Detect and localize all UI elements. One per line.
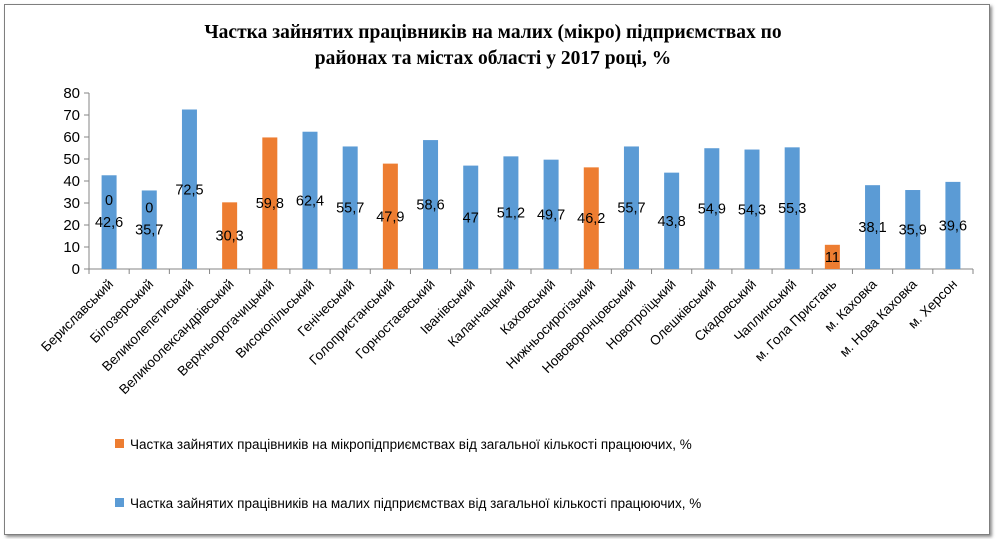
bar-series2-6 bbox=[342, 146, 358, 269]
bar-series2-5 bbox=[302, 131, 318, 269]
data-label: 62,4 bbox=[296, 193, 324, 209]
bar-series2-14 bbox=[664, 172, 680, 269]
data-label: 0 bbox=[105, 193, 113, 209]
bar-series2-20 bbox=[905, 190, 921, 269]
y-tick-label: 30 bbox=[63, 195, 80, 212]
data-label: 55,7 bbox=[336, 201, 364, 217]
data-label: 35,7 bbox=[135, 223, 163, 239]
bar-series2-0 bbox=[101, 175, 117, 269]
bar-series2-2 bbox=[181, 109, 197, 269]
bar-series1-12 bbox=[583, 167, 599, 269]
data-label: 59,8 bbox=[256, 196, 284, 212]
bar-series2-17 bbox=[784, 147, 800, 269]
chart-canvas: Частка зайнятих працівників на малих (мі… bbox=[38, 22, 974, 511]
y-tick-label: 60 bbox=[63, 129, 80, 146]
bars-layer bbox=[101, 109, 961, 269]
chart-frame: Частка зайнятих працівників на малих (мі… bbox=[4, 4, 990, 535]
chart-title-line-1: Частка зайнятих працівників на малих (мі… bbox=[204, 22, 781, 43]
bar-series2-21 bbox=[945, 181, 961, 269]
y-tick-label: 10 bbox=[63, 239, 80, 256]
bar-series2-13 bbox=[623, 146, 639, 269]
y-tick-label: 70 bbox=[63, 107, 80, 124]
data-label: 55,3 bbox=[778, 201, 806, 217]
bar-series1-4 bbox=[262, 137, 278, 269]
bar-series2-10 bbox=[503, 156, 519, 269]
bar-series2-1 bbox=[141, 190, 157, 269]
data-label: 38,1 bbox=[858, 220, 886, 236]
bar-series2-8 bbox=[423, 140, 439, 269]
bar-series2-19 bbox=[865, 185, 881, 269]
chart-title-line-2: районах та містах області у 2017 році, % bbox=[315, 48, 671, 69]
data-label: 54,9 bbox=[698, 202, 726, 218]
y-tick-label: 20 bbox=[63, 217, 80, 234]
data-label: 0 bbox=[145, 201, 153, 217]
y-tick-label: 50 bbox=[63, 151, 80, 168]
data-label: 47 bbox=[463, 210, 479, 226]
y-tick-label: 40 bbox=[63, 173, 80, 190]
data-label: 55,7 bbox=[617, 201, 645, 217]
data-label: 39,6 bbox=[939, 218, 967, 234]
bar-series1-3 bbox=[222, 202, 238, 269]
category-labels-layer: БериславськийБілозерськийВеликолепетиськ… bbox=[38, 276, 960, 397]
data-label: 49,7 bbox=[537, 207, 565, 223]
data-label: 11 bbox=[825, 250, 840, 266]
data-label: 72,5 bbox=[175, 182, 203, 198]
data-label: 42,6 bbox=[95, 215, 123, 231]
legend-swatch-series1 bbox=[115, 439, 124, 448]
bar-series1-18 bbox=[824, 244, 840, 269]
bar-series1-7 bbox=[382, 163, 398, 269]
data-label: 43,8 bbox=[658, 214, 686, 230]
bar-series2-16 bbox=[744, 149, 760, 269]
data-label: 54,3 bbox=[738, 202, 766, 218]
data-label: 47,9 bbox=[376, 209, 404, 225]
legend-label-series1: Частка зайнятих працівників на мікропідп… bbox=[130, 437, 692, 452]
bar-series2-11 bbox=[543, 159, 559, 269]
data-label: 35,9 bbox=[899, 223, 927, 239]
legend-label-series2: Частка зайнятих працівників на малих під… bbox=[130, 496, 701, 511]
legend: Частка зайнятих працівників на мікропідп… bbox=[115, 437, 701, 511]
bar-series2-9 bbox=[463, 165, 479, 269]
category-label: Бериславський bbox=[38, 277, 116, 355]
data-label: 30,3 bbox=[216, 229, 244, 245]
data-label: 46,2 bbox=[577, 211, 605, 227]
data-labels-layer: 0 42,6 0 35,7 72,5 30,3 59,8 62,4 55,7 47,9 58,6 47… bbox=[95, 182, 967, 266]
data-label: 58,6 bbox=[416, 198, 444, 214]
data-label: 51,2 bbox=[497, 206, 525, 222]
category-label: Новотроїцький bbox=[603, 277, 679, 353]
legend-swatch-series2 bbox=[115, 498, 124, 507]
y-tick-label: 0 bbox=[72, 261, 80, 278]
y-tick-label: 80 bbox=[63, 85, 80, 102]
bar-series2-15 bbox=[704, 148, 720, 269]
